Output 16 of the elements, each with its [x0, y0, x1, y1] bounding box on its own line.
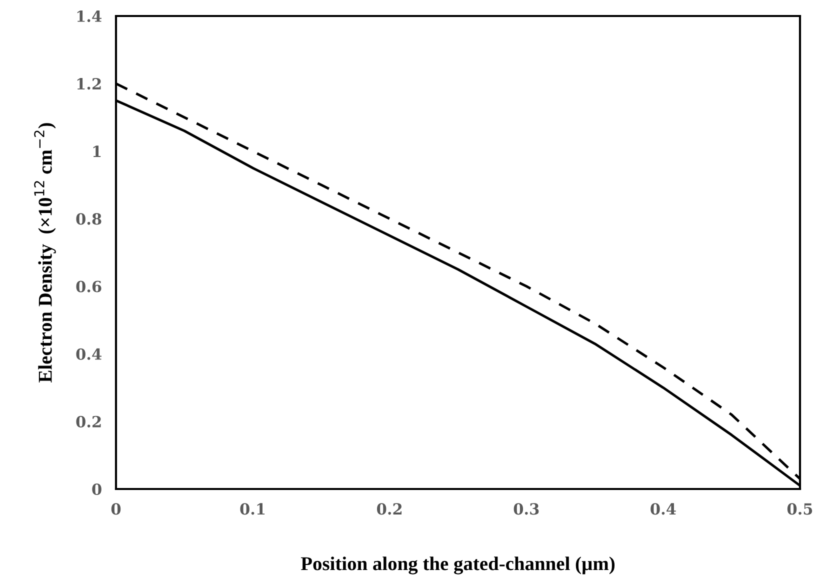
x-tick-label: 0.1: [240, 503, 265, 515]
x-tick-label: 0.3: [514, 503, 539, 515]
y-tick-label: 0.6: [76, 280, 102, 292]
x-tick-label: 0.5: [787, 503, 812, 515]
y-axis-title: Electron Density (×10$^{12}$ cm$^{−2}$): [34, 123, 56, 382]
x-tick-label: 0: [111, 503, 121, 515]
x-tick-label: 0.4: [650, 503, 676, 515]
y-tick-label: 0.2: [76, 416, 101, 428]
x-axis-title: Position along the gated-channel (µm): [300, 556, 615, 574]
y-tick-label: 0.8: [76, 213, 102, 225]
y-tick-label: 1.4: [77, 10, 102, 22]
y-tick-label: 1.2: [77, 78, 101, 90]
y-tick-label: 0: [92, 483, 102, 496]
x-tick-label: 0.2: [377, 503, 402, 515]
y-tick-label: 1: [93, 146, 101, 157]
y-tick-label: 0.4: [76, 348, 102, 360]
